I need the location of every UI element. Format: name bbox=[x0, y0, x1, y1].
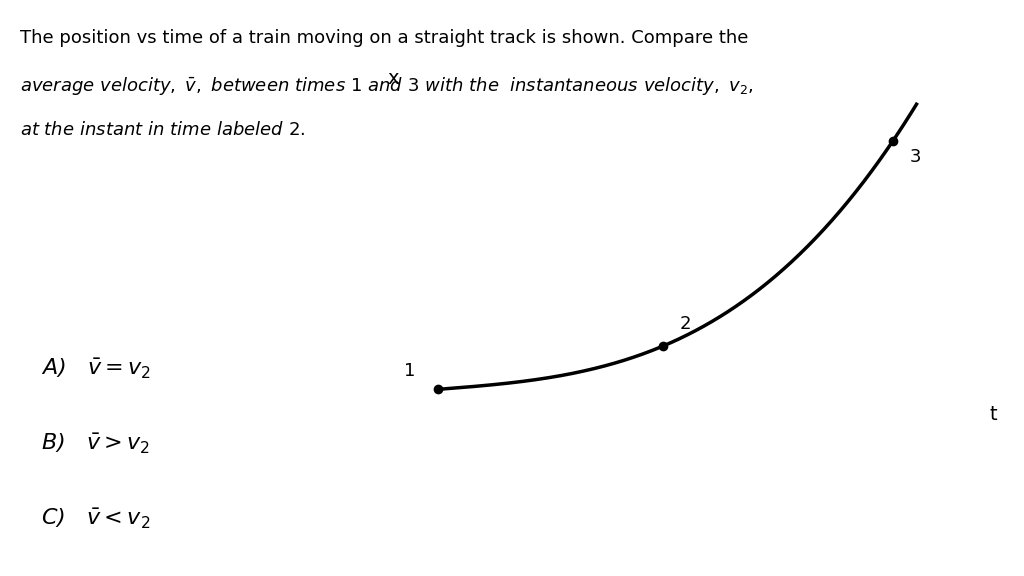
Text: t: t bbox=[990, 406, 997, 424]
Text: C)   $\bar{v} < v_2$: C) $\bar{v} < v_2$ bbox=[41, 507, 151, 531]
Text: 3: 3 bbox=[909, 148, 921, 166]
Text: $\it{at\ the\ instant\ in\ time\ labeled\ 2.}$: $\it{at\ the\ instant\ in\ time\ labeled… bbox=[20, 121, 306, 139]
Text: A)   $\bar{v} = v_2$: A) $\bar{v} = v_2$ bbox=[41, 357, 152, 381]
Text: x: x bbox=[387, 70, 398, 88]
Text: $\it{average\ velocity,\ \bar{v},\ between\ times\ 1\ and\ 3\ with\ the}$  $\it{: $\it{average\ velocity,\ \bar{v},\ betwe… bbox=[20, 75, 754, 97]
Text: 2: 2 bbox=[680, 316, 691, 334]
Text: The position vs time of a train moving on a straight track is shown. Compare the: The position vs time of a train moving o… bbox=[20, 29, 749, 47]
Text: B)   $\bar{v} > v_2$: B) $\bar{v} > v_2$ bbox=[41, 432, 151, 456]
Text: 1: 1 bbox=[403, 362, 416, 380]
